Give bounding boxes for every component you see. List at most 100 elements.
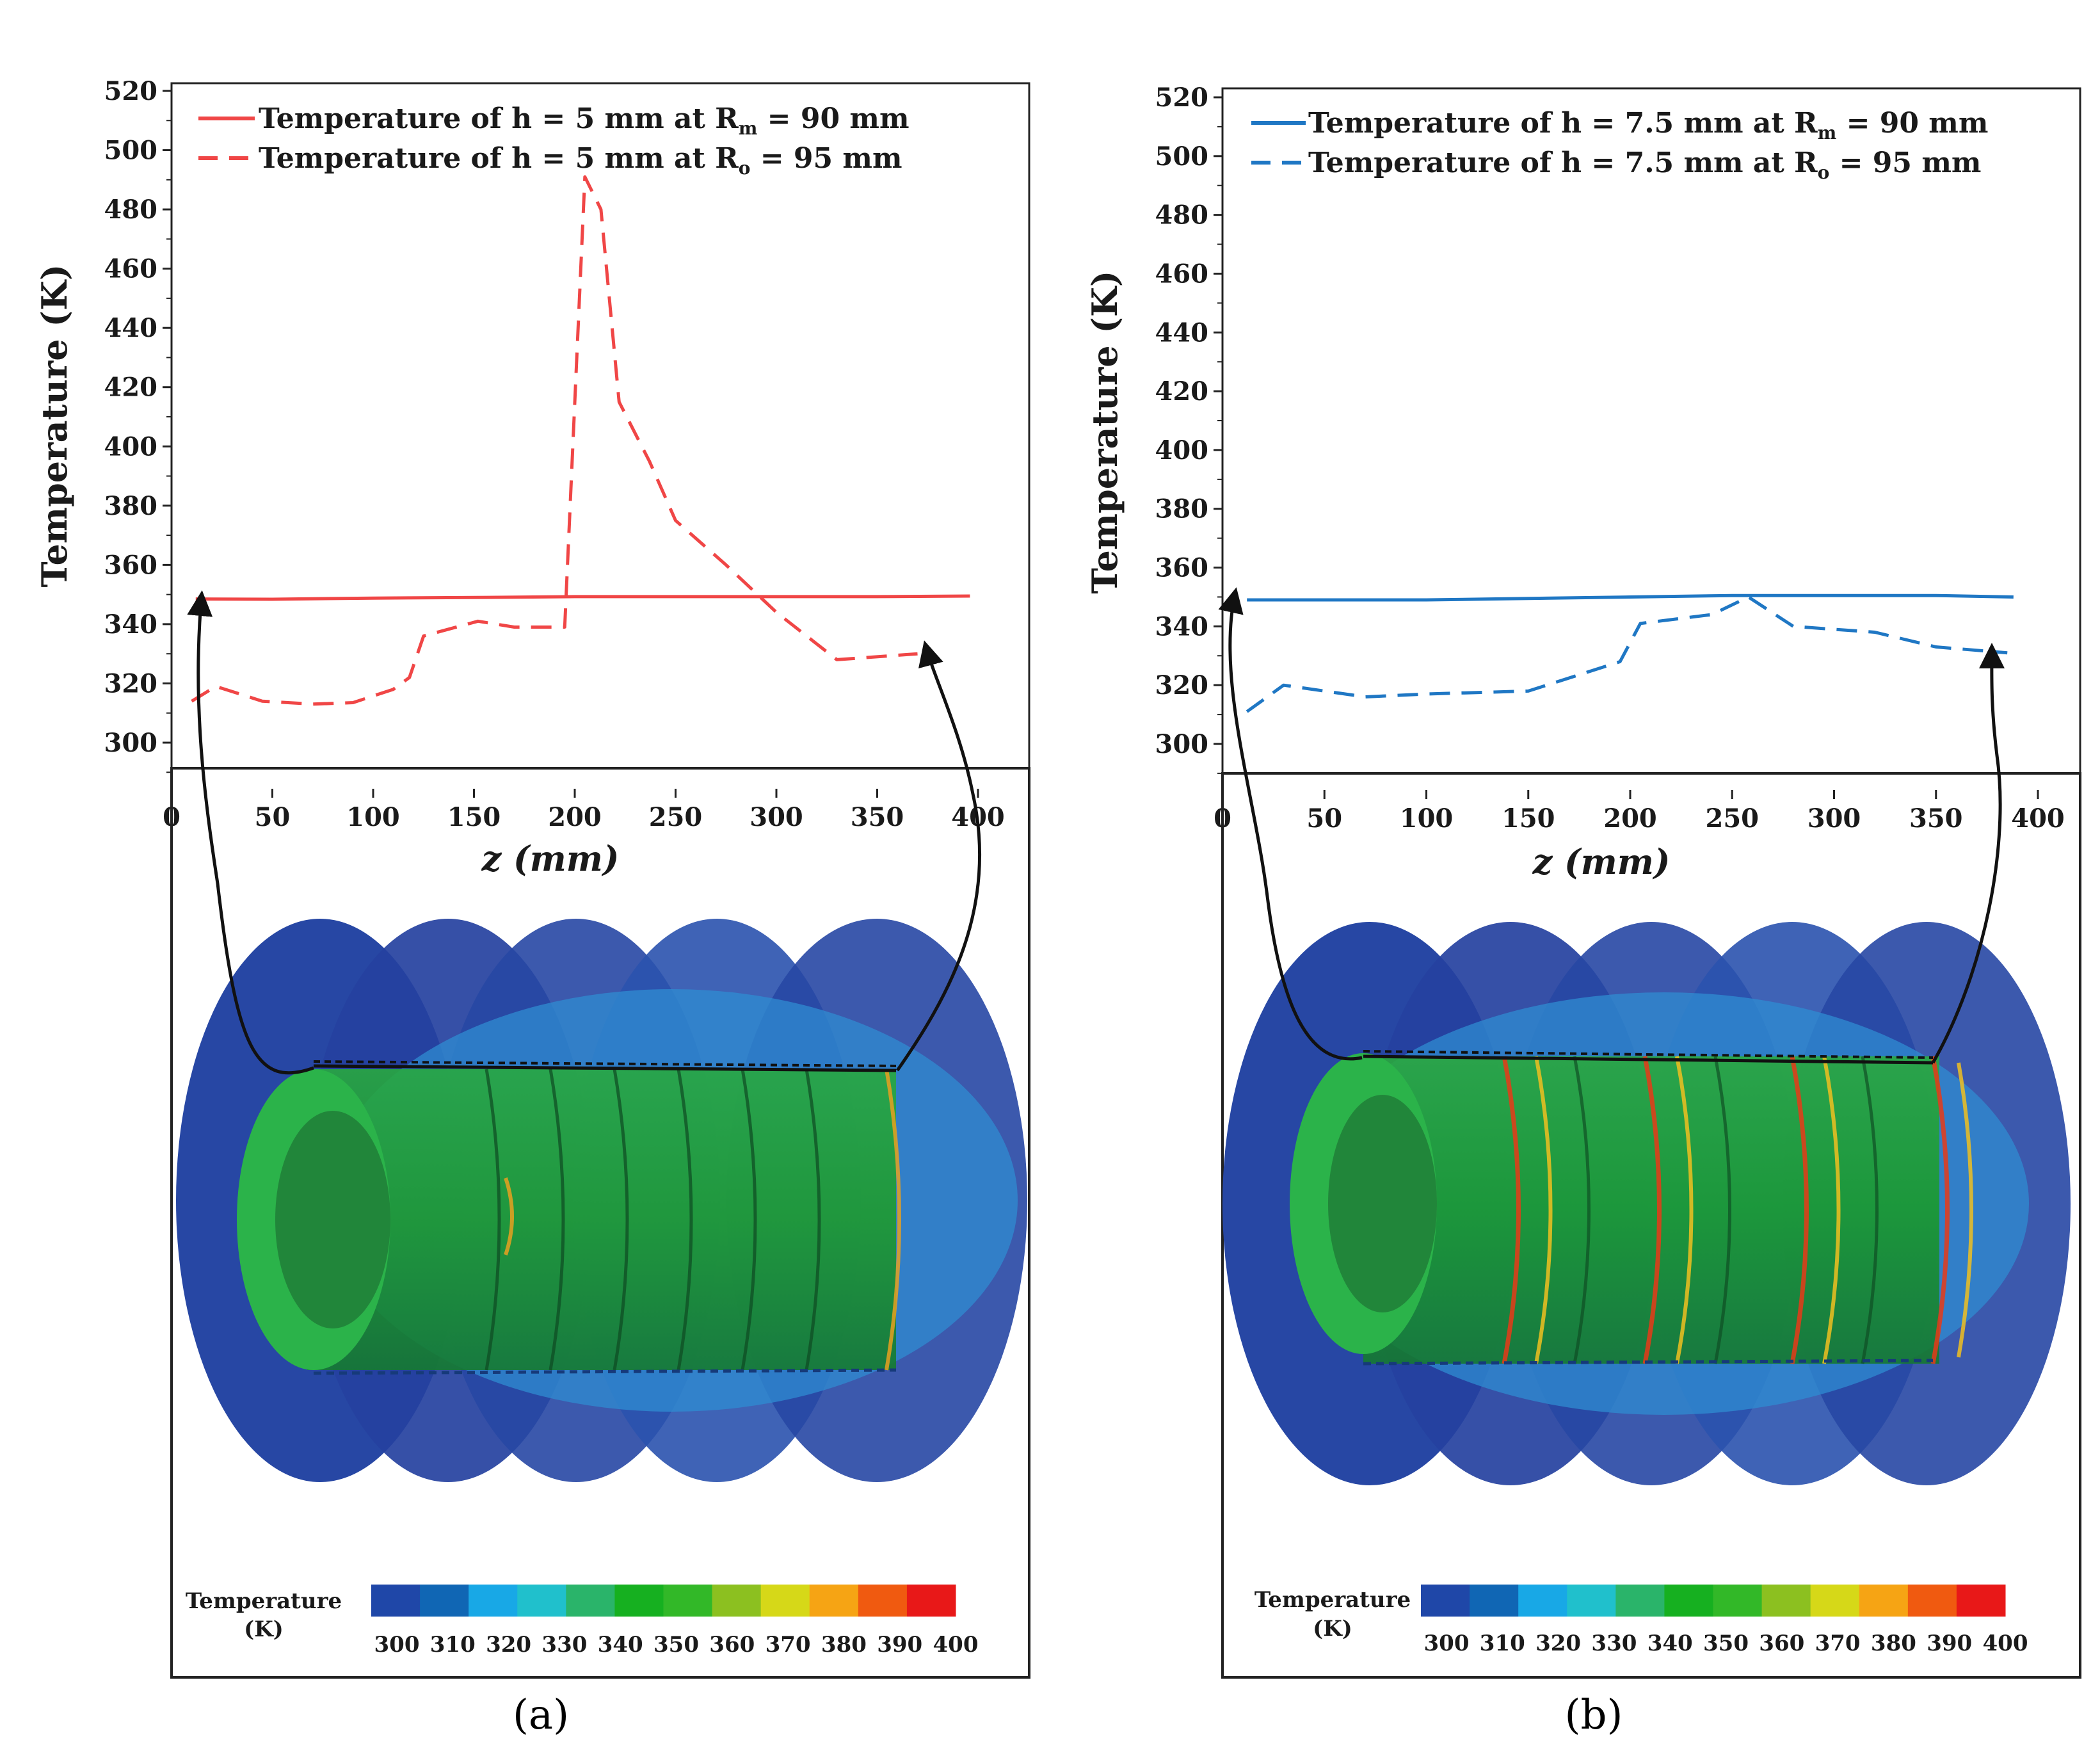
b-colorbar-cell <box>1421 1585 1470 1617</box>
panel-b-simulation-frame <box>1221 772 2081 1679</box>
panel-b-y-ticks: 300 320 340 360 380 400 420 440 460 480 500 520 <box>1155 83 1222 774</box>
panel-b-legend-label-dashed: Temperature of h = 7.5 mm at Ro = 95 mm <box>1308 147 1981 183</box>
a-x-tick-label: 100 <box>346 802 400 832</box>
a-colorbar-cell <box>566 1585 615 1617</box>
panel-a-series <box>191 175 970 706</box>
b-x-tick-label: 250 <box>1706 803 1759 834</box>
a-colorbar-tick-label: 330 <box>541 1632 587 1658</box>
a-y-tick-label: 520 <box>104 76 158 106</box>
a-colorbar-cell <box>517 1585 566 1617</box>
a-y-tick-label: 400 <box>104 432 158 462</box>
a-x-tick-label: 300 <box>749 802 803 832</box>
panel-a-colorbar: Temperature (K) 300 310 320 330 340 350 360 370… <box>186 1585 979 1658</box>
b-y-tick-label: 440 <box>1155 318 1209 348</box>
b-colorbar-tick-label: 350 <box>1703 1631 1749 1656</box>
b-y-tick-label: 460 <box>1155 259 1209 289</box>
b-x-tick-label: 50 <box>1306 803 1342 834</box>
a-colorbar-cell <box>712 1585 762 1617</box>
panel-b-legend-label-solid: Temperature of h = 7.5 mm at Rm = 90 mm <box>1308 107 1988 143</box>
b-colorbar-cell <box>1956 1585 2006 1617</box>
panel-a-legend: Temperature of h = 5 mm at Rm = 90 mm Te… <box>198 102 910 179</box>
panel-a-right-connector-arrow <box>895 640 982 1072</box>
panel-b-series <box>1246 593 2014 713</box>
b-y-tick-label: 480 <box>1155 200 1209 230</box>
a-x-tick-label: 200 <box>548 802 602 832</box>
b-x-tick-label: 100 <box>1400 803 1454 834</box>
a-colorbar-tick-label: 300 <box>374 1632 420 1658</box>
b-colorbar-cell <box>1761 1585 1811 1617</box>
b-colorbar-cell <box>1518 1585 1567 1617</box>
b-y-tick-label: 320 <box>1155 670 1209 700</box>
b-y-tick-label: 360 <box>1155 553 1209 583</box>
a-y-tick-label: 320 <box>104 668 158 698</box>
b-colorbar-tick-label: 400 <box>1983 1631 2028 1656</box>
a-colorbar-tick-label: 320 <box>486 1632 531 1658</box>
b-colorbar-tick-label: 370 <box>1815 1631 1861 1656</box>
a-y-tick-label: 500 <box>104 136 158 166</box>
b-y-tick-label: 420 <box>1155 376 1209 407</box>
b-y-tick-label: 340 <box>1155 611 1209 641</box>
b-colorbar-cell <box>1907 1585 1957 1617</box>
a-colorbar-cell <box>663 1585 713 1617</box>
panel-b-caption: (b) <box>1565 1691 1623 1739</box>
a-colorbar-tick-label: 390 <box>877 1632 922 1658</box>
panel-a-colorbar-ticks: 300 310 320 330 340 350 360 370 380 390 400 <box>374 1632 979 1658</box>
a-colorbar-cell <box>469 1585 518 1617</box>
b-colorbar-tick-label: 390 <box>1927 1631 1972 1656</box>
panel-a-simulation-frame <box>170 767 1030 1679</box>
b-y-tick-label: 400 <box>1155 435 1209 465</box>
a-colorbar-tick-label: 350 <box>653 1632 699 1658</box>
b-colorbar-cell <box>1664 1585 1713 1617</box>
panel-b-right-connector-arrow <box>1931 643 2005 1064</box>
panel-a-plot-frame <box>170 82 1030 770</box>
a-y-tick-label: 460 <box>104 254 158 284</box>
panel-a-colorbar-cells <box>371 1585 956 1617</box>
b-colorbar-cell <box>1810 1585 1860 1617</box>
panel-b-colorbar-unit: (K) <box>1313 1616 1352 1642</box>
b-series-line-dashed <box>1246 595 2008 713</box>
panel-b-x-axis-label: z (mm) <box>1532 841 1671 882</box>
panel-b-legend: Temperature of h = 7.5 mm at Rm = 90 mm … <box>1251 107 1988 183</box>
a-y-tick-label: 420 <box>104 373 158 403</box>
b-colorbar-cell <box>1859 1585 1909 1617</box>
panel-a-x-axis-label: z (mm) <box>481 838 620 879</box>
a-y-tick-label: 300 <box>104 728 158 758</box>
b-colorbar-tick-label: 360 <box>1759 1631 1804 1656</box>
a-colorbar-tick-label: 400 <box>933 1632 979 1658</box>
a-x-tick-label: 350 <box>851 802 904 832</box>
b-colorbar-tick-label: 330 <box>1591 1631 1637 1656</box>
a-colorbar-tick-label: 340 <box>598 1632 643 1658</box>
a-colorbar-tick-label: 380 <box>821 1632 867 1658</box>
a-x-tick-label: 50 <box>255 802 291 832</box>
b-x-tick-label: 350 <box>1909 803 1963 834</box>
a-series-line-dashed <box>191 175 918 706</box>
b-y-tick-label: 300 <box>1155 729 1209 759</box>
a-x-tick-label: 250 <box>649 802 703 832</box>
panel-a-x-ticks: 0 50 100 150 200 250 300 350 400 <box>163 789 1005 832</box>
panel-b-plot-frame <box>1221 87 2081 775</box>
panel-a-colorbar-title: Temperature <box>186 1588 342 1614</box>
a-colorbar-cell <box>858 1585 908 1617</box>
a-y-tick-label: 480 <box>104 195 158 225</box>
panel-a-caption: (a) <box>513 1691 569 1739</box>
panel-a-left-connector-arrow <box>187 590 314 1075</box>
panel-b-y-axis-label: Temperature (K) <box>1084 271 1125 594</box>
panel-a-colorbar-unit: (K) <box>244 1617 284 1642</box>
b-y-tick-label: 500 <box>1155 141 1209 172</box>
b-y-tick-label: 520 <box>1155 83 1209 113</box>
panel-b-colorbar-title: Temperature <box>1254 1587 1411 1613</box>
panel-b-colorbar: Temperature (K) 300 310 320 330 340 350 360 370… <box>1254 1585 2028 1656</box>
a-x-tick-label: 150 <box>447 802 501 832</box>
a-colorbar-tick-label: 370 <box>765 1632 811 1658</box>
b-series-line-solid <box>1247 593 2014 602</box>
b-y-tick-label: 380 <box>1155 494 1209 524</box>
a-y-tick-label: 340 <box>104 609 158 640</box>
a-y-tick-label: 380 <box>104 491 158 521</box>
a-y-tick-label: 360 <box>104 550 158 580</box>
b-colorbar-cell <box>1615 1585 1665 1617</box>
b-x-tick-label: 200 <box>1603 803 1657 834</box>
a-colorbar-cell <box>420 1585 469 1617</box>
